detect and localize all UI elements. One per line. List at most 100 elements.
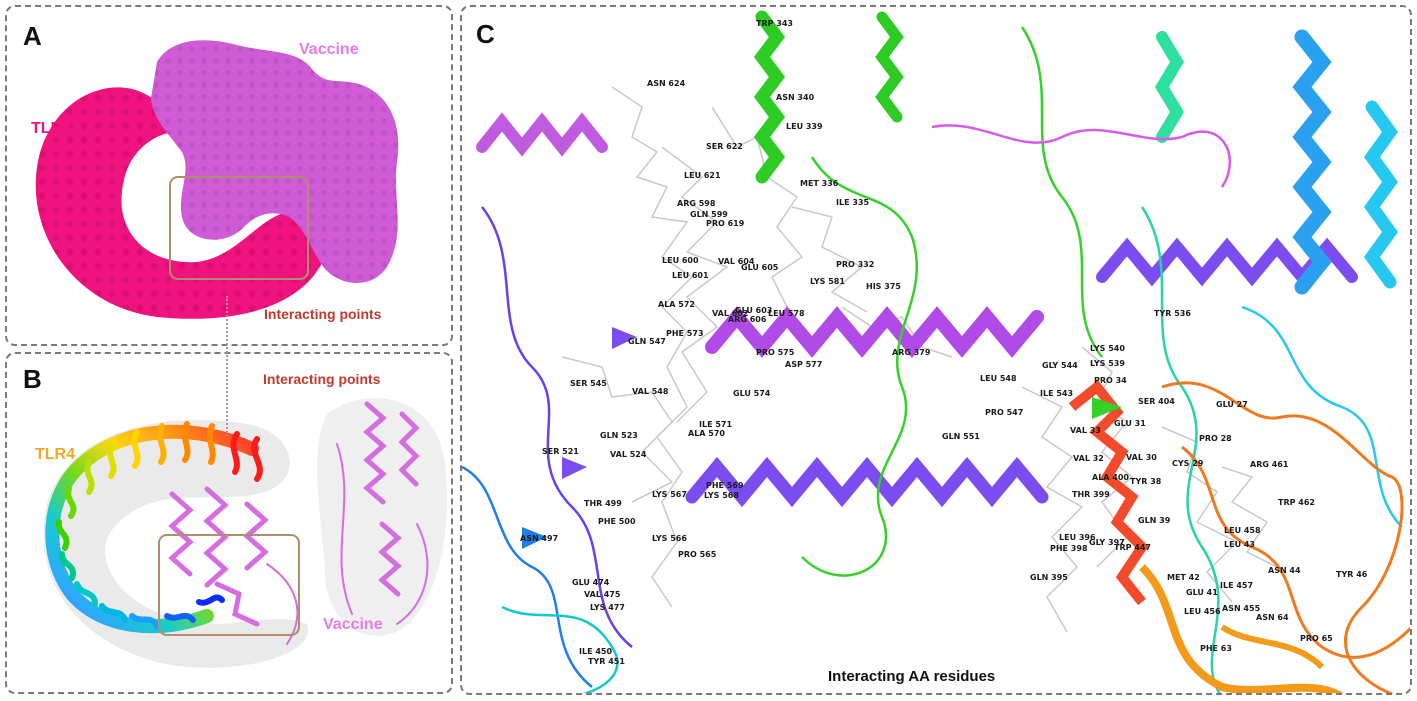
residue-label: ALA 570 <box>688 429 725 438</box>
tlr4-ribbon <box>45 421 263 634</box>
residue-label: LEU 621 <box>684 171 721 180</box>
residue-label: TRP 343 <box>756 19 793 28</box>
residue-label: LYS 539 <box>1090 359 1125 368</box>
residue-label: SER 622 <box>706 142 743 151</box>
interacting-points-label-b: Interacting points <box>263 371 381 387</box>
vaccine-surface <box>151 40 399 283</box>
residue-label: VAL 475 <box>584 590 621 599</box>
residue-label: GLU 474 <box>572 578 610 587</box>
residue-label: TYR 38 <box>1130 477 1162 486</box>
residue-label: LEU 601 <box>672 271 709 280</box>
residue-label: LEU 339 <box>786 122 823 131</box>
residue-label: GLU 41 <box>1186 588 1218 597</box>
residue-label: MET 42 <box>1167 573 1200 582</box>
residue-label: LEU 396 <box>1059 533 1096 542</box>
residue-label: LEU 456 <box>1184 607 1221 616</box>
residue-label: TYR 451 <box>588 657 625 666</box>
residue-label: PRO 65 <box>1300 634 1333 643</box>
residue-label: GLN 551 <box>942 432 980 441</box>
residue-label: ILE 335 <box>836 198 870 207</box>
sheet-arrows <box>522 327 1122 549</box>
residue-label: PHE 63 <box>1200 644 1232 653</box>
residue-label: ALA 400 <box>1092 473 1129 482</box>
helix-ribbons <box>476 10 1399 508</box>
residue-label: PRO 619 <box>706 219 745 228</box>
residue-label: PHE 569 <box>706 481 744 490</box>
interaction-box-b <box>158 534 300 636</box>
ribbon-render <box>43 398 448 668</box>
panel-c: C Interacting AA residues TRP 343 ASN 62… <box>460 5 1412 695</box>
residue-label: VAL 602 <box>712 309 749 318</box>
residue-label: LEU 600 <box>662 256 699 265</box>
residue-label: PHE 398 <box>1050 544 1088 553</box>
residue-label: ASN 497 <box>520 534 559 543</box>
residue-label: LYS 568 <box>704 491 739 500</box>
residue-label: TRP 447 <box>1114 543 1151 552</box>
residue-label: GLU 603 <box>735 306 773 315</box>
residue-label: ASN 44 <box>1268 566 1301 575</box>
residue-label: LYS 581 <box>810 277 845 286</box>
residue-label: LEU 548 <box>980 374 1017 383</box>
residue-label: PRO 565 <box>678 550 717 559</box>
vaccine-label: Vaccine <box>299 41 359 58</box>
residue-label: LYS 567 <box>652 490 687 499</box>
residue-label: ARG 379 <box>892 348 931 357</box>
interacting-points-label: Interacting points <box>264 306 382 322</box>
residue-label: LYS 540 <box>1090 344 1125 353</box>
residue-label: HIS 375 <box>866 282 901 291</box>
residue-label: VAL 32 <box>1073 454 1104 463</box>
tlr4-label: TLR4 <box>31 120 71 137</box>
residue-label: PRO 332 <box>836 260 875 269</box>
panel-b: B TLR4 Vaccine Interacting points <box>5 352 453 694</box>
residue-label: GLN 599 <box>690 210 728 219</box>
residue-label: LEU 458 <box>1224 526 1261 535</box>
panel-a-letter: A <box>23 21 42 51</box>
residue-label: ASN 624 <box>647 79 686 88</box>
tlr4-label-b: TLR4 <box>35 446 75 463</box>
residue-label: CYS 29 <box>1172 459 1204 468</box>
residue-label: GLU 31 <box>1114 419 1146 428</box>
residue-label: VAL 524 <box>610 450 647 459</box>
residue-label: VAL 604 <box>718 257 755 266</box>
residue-label: LYS 566 <box>652 534 687 543</box>
panel-b-letter: B <box>23 364 42 394</box>
residue-label: ARG 606 <box>728 315 767 324</box>
residue-label: ASN 455 <box>1222 604 1261 613</box>
panel-connector <box>226 296 228 436</box>
residue-label: ILE 571 <box>699 420 733 429</box>
residue-label: PRO 28 <box>1199 434 1232 443</box>
residue-sticks <box>561 86 1278 633</box>
residue-label: THR 399 <box>1072 490 1110 499</box>
vaccine-surface-transparent <box>317 398 448 636</box>
residue-label: GLN 523 <box>600 431 638 440</box>
residue-label: ARG 598 <box>677 199 716 208</box>
tlr4-surface <box>35 87 330 319</box>
residue-label: GLN 395 <box>1030 573 1068 582</box>
coil-loops <box>462 26 1403 693</box>
residue-label: TYR 536 <box>1154 309 1191 318</box>
residue-label: GLY 397 <box>1089 538 1125 547</box>
residue-label: TYR 46 <box>1336 570 1368 579</box>
residue-label: GLU 574 <box>733 389 771 398</box>
residue-label: SER 521 <box>542 447 579 456</box>
residue-label: SER 404 <box>1138 397 1175 406</box>
residue-label: THR 499 <box>584 499 622 508</box>
residue-label: GLN 39 <box>1138 516 1171 525</box>
residue-label: ALA 572 <box>658 300 695 309</box>
tlr4-hole <box>123 179 171 235</box>
residue-label: PHE 573 <box>666 329 704 338</box>
residue-label: ASP 577 <box>785 360 823 369</box>
residue-label: LYS 477 <box>590 603 625 612</box>
interacting-residues-caption: Interacting AA residues <box>828 668 996 685</box>
residue-label: ARG 461 <box>1250 460 1289 469</box>
residue-label: PRO 34 <box>1094 376 1127 385</box>
residue-label: ILE 457 <box>1220 581 1254 590</box>
residue-label: GLY 544 <box>1042 361 1078 370</box>
panel-c-letter: C <box>476 19 495 49</box>
interaction-box <box>169 176 309 280</box>
tlr4-surface-transparent <box>43 419 308 668</box>
residue-label: TRP 462 <box>1278 498 1315 507</box>
residue-label: ILE 543 <box>1040 389 1074 398</box>
panel-a: A TLR4 Vaccine Interacting points <box>5 5 453 346</box>
residue-label: PRO 575 <box>756 348 795 357</box>
